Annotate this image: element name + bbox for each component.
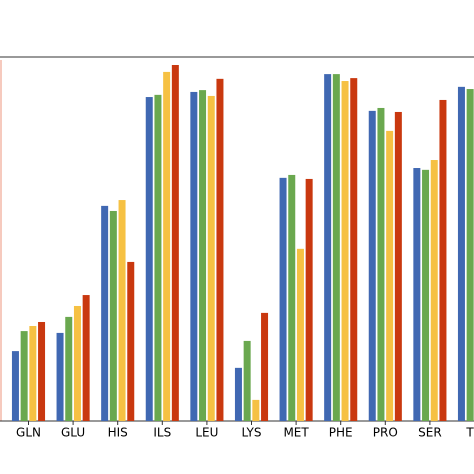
bar — [466, 89, 474, 422]
bar — [38, 321, 46, 421]
x-tick-label: PRO — [373, 426, 398, 440]
bar — [11, 351, 19, 421]
bar — [163, 71, 171, 421]
x-tick-label: GLU — [61, 426, 85, 440]
x-tick-label: SER — [418, 426, 442, 440]
bar — [305, 178, 313, 421]
bar — [252, 399, 260, 421]
bar — [207, 95, 215, 421]
bar — [394, 111, 402, 422]
bar — [261, 312, 269, 421]
bar — [65, 316, 73, 421]
x-tick-label: LEU — [195, 426, 218, 440]
bar — [82, 295, 90, 421]
x-tick-label: PHE — [329, 426, 353, 440]
bar — [190, 91, 198, 421]
x-tick-label: HIS — [108, 426, 128, 440]
bar — [341, 81, 349, 422]
x-tick-label: MET — [283, 426, 309, 440]
bar — [101, 205, 109, 421]
bar — [216, 78, 224, 421]
bar — [118, 200, 126, 421]
bar — [279, 177, 287, 421]
bar — [234, 367, 242, 421]
bar — [422, 169, 430, 421]
bar — [439, 99, 447, 422]
bar — [377, 107, 385, 422]
bar — [29, 325, 37, 421]
bar — [457, 86, 465, 422]
bar — [413, 168, 421, 421]
x-tick-label: ILS — [153, 426, 171, 440]
bar — [56, 332, 64, 421]
bar — [127, 261, 135, 421]
bar — [332, 74, 340, 421]
bar — [243, 340, 251, 421]
bar — [430, 160, 438, 421]
bar — [324, 74, 332, 421]
bar — [171, 65, 179, 422]
bar — [288, 174, 296, 421]
bar — [296, 248, 304, 421]
x-tick-label: LYS — [241, 426, 261, 440]
bar — [154, 94, 162, 421]
x-tick-label: TH — [465, 426, 474, 440]
bar — [109, 210, 117, 421]
bar — [368, 110, 376, 421]
bar — [20, 331, 28, 421]
x-tick-label: GLN — [16, 426, 41, 440]
bar — [145, 97, 153, 421]
bar — [199, 90, 207, 422]
bar — [386, 130, 394, 421]
bar — [73, 305, 81, 421]
bar — [350, 78, 358, 421]
